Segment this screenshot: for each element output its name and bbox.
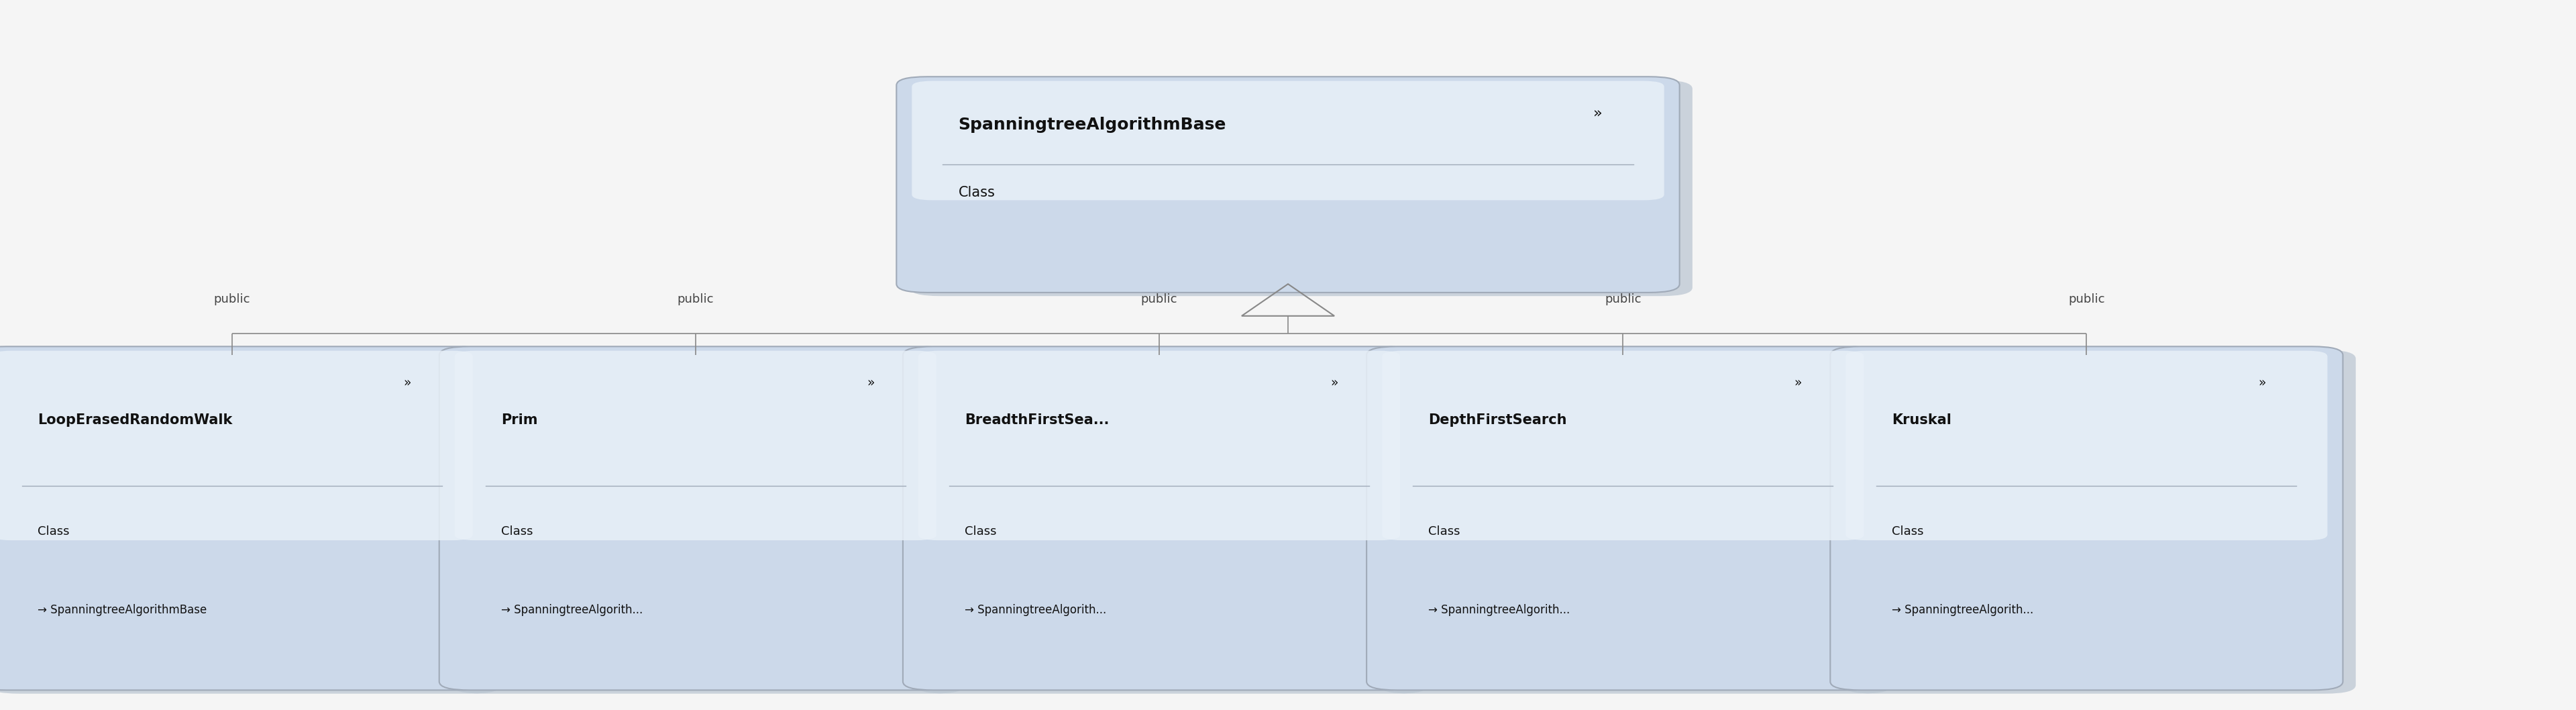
FancyBboxPatch shape — [1381, 351, 1865, 540]
FancyBboxPatch shape — [1844, 351, 2329, 540]
FancyBboxPatch shape — [1844, 350, 2354, 694]
FancyBboxPatch shape — [0, 351, 474, 540]
FancyBboxPatch shape — [1829, 346, 2344, 690]
FancyBboxPatch shape — [912, 81, 1664, 200]
Text: SpanningtreeAlgorithmBase: SpanningtreeAlgorithmBase — [958, 117, 1226, 133]
Text: »: » — [1592, 106, 1602, 120]
Text: → SpanningtreeAlgorith...: → SpanningtreeAlgorith... — [1427, 603, 1571, 616]
Text: public: public — [2069, 293, 2105, 305]
Text: public: public — [1141, 293, 1177, 305]
Text: »: » — [1795, 376, 1803, 389]
Text: Class: Class — [1427, 525, 1461, 537]
Text: »: » — [868, 376, 876, 389]
FancyBboxPatch shape — [438, 346, 951, 690]
FancyBboxPatch shape — [909, 80, 1692, 296]
FancyBboxPatch shape — [0, 350, 500, 694]
Text: Class: Class — [502, 525, 533, 537]
Text: public: public — [677, 293, 714, 305]
Text: → SpanningtreeAlgorith...: → SpanningtreeAlgorith... — [502, 603, 644, 616]
Text: »: » — [1332, 376, 1340, 389]
Text: »: » — [2259, 376, 2267, 389]
FancyBboxPatch shape — [917, 350, 1427, 694]
FancyBboxPatch shape — [453, 350, 963, 694]
Text: → SpanningtreeAlgorith...: → SpanningtreeAlgorith... — [966, 603, 1108, 616]
FancyBboxPatch shape — [456, 351, 938, 540]
FancyBboxPatch shape — [917, 351, 1401, 540]
Text: LoopErasedRandomWalk: LoopErasedRandomWalk — [36, 414, 232, 427]
Text: Prim: Prim — [502, 414, 538, 427]
FancyBboxPatch shape — [904, 346, 1417, 690]
Text: public: public — [1605, 293, 1641, 305]
FancyBboxPatch shape — [896, 77, 1680, 293]
Text: Class: Class — [966, 525, 997, 537]
FancyBboxPatch shape — [0, 346, 487, 690]
Text: BreadthFirstSea...: BreadthFirstSea... — [966, 414, 1110, 427]
Text: »: » — [404, 376, 412, 389]
Text: Class: Class — [1891, 525, 1924, 537]
FancyBboxPatch shape — [1378, 350, 1891, 694]
Text: Kruskal: Kruskal — [1891, 414, 1953, 427]
Text: Class: Class — [36, 525, 70, 537]
Text: Class: Class — [958, 186, 994, 200]
Text: → SpanningtreeAlgorith...: → SpanningtreeAlgorith... — [1891, 603, 2035, 616]
Text: DepthFirstSearch: DepthFirstSearch — [1427, 414, 1566, 427]
Text: public: public — [214, 293, 250, 305]
Text: → SpanningtreeAlgorithmBase: → SpanningtreeAlgorithmBase — [36, 603, 206, 616]
FancyBboxPatch shape — [1365, 346, 1878, 690]
